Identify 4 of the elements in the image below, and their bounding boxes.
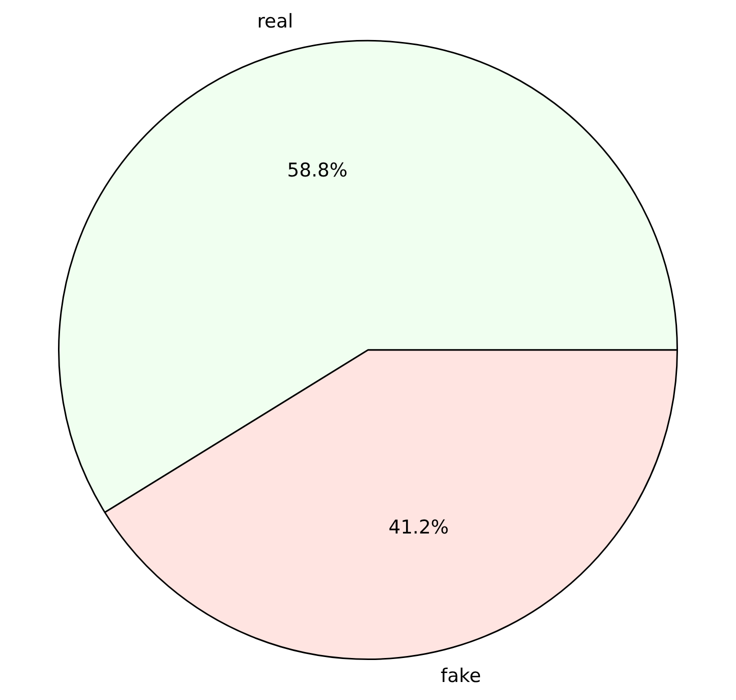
data-label: 58.8% [287, 159, 348, 182]
slice-label: real [257, 10, 294, 33]
data-label: 41.2% [388, 516, 449, 538]
slice-label: fake [440, 665, 482, 688]
